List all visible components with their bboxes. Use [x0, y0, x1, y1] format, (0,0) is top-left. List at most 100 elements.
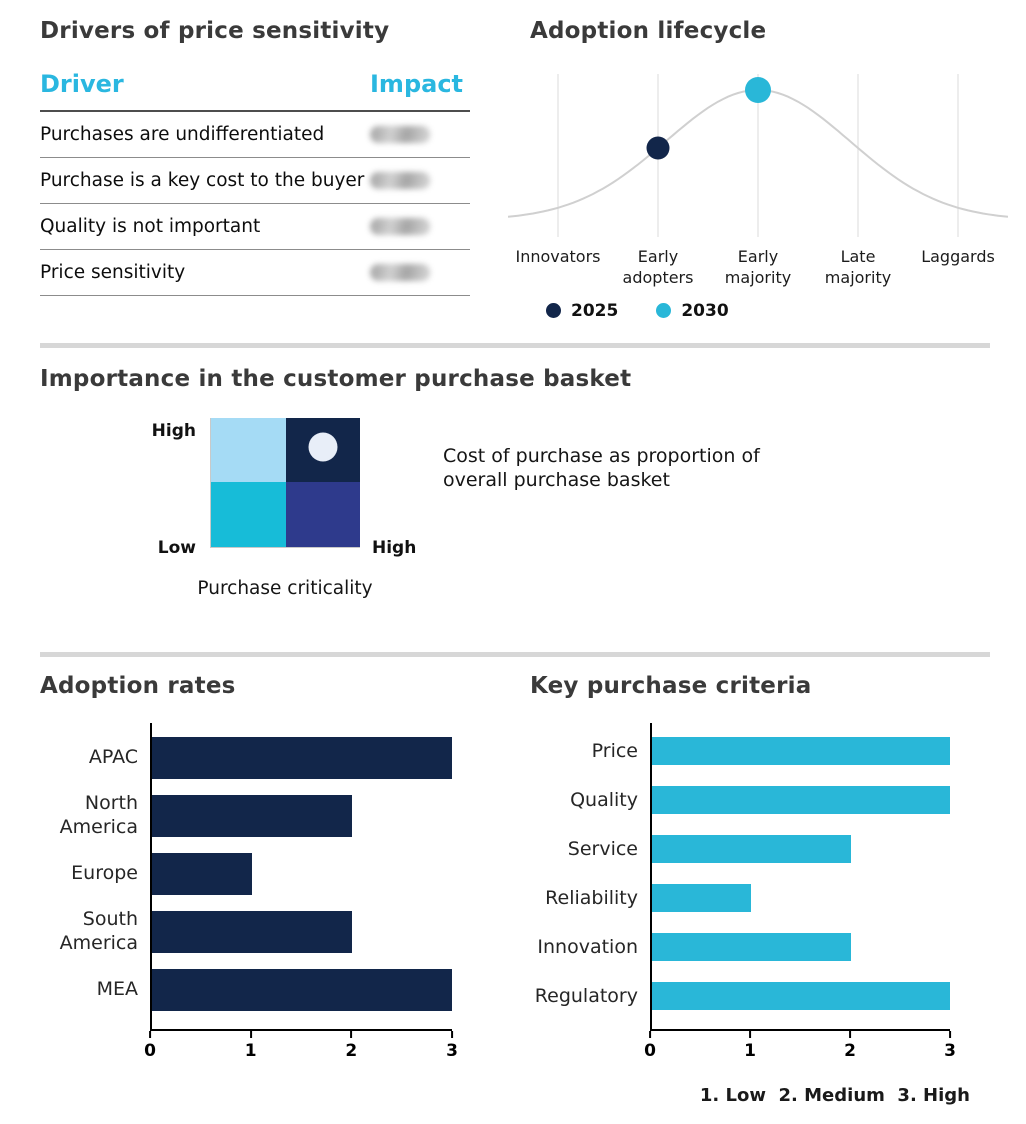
- lifecycle-chart-area: [508, 68, 1008, 243]
- section-divider: [40, 342, 990, 348]
- bar-regulatory: [652, 982, 950, 1011]
- impact-value-redacted: [370, 217, 430, 235]
- x-tick-2: 2: [345, 1031, 357, 1061]
- impact-column-header: Impact: [370, 66, 470, 112]
- driver-name: Quality is not important: [40, 203, 370, 250]
- driver-name: Price sensitivity: [40, 249, 370, 296]
- legend-dot-2030: [656, 303, 672, 319]
- top-section: Drivers of price sensitivity Driver Impa…: [40, 18, 1008, 321]
- lifecycle-title: Adoption lifecycle: [530, 18, 767, 44]
- bar-label-europe: Europe: [71, 862, 138, 884]
- quadrant-r1c1: [285, 482, 360, 547]
- lifecycle-panel: Adoption lifecycle Innovators Early adopt…: [508, 18, 1008, 321]
- bar-innovation: [652, 933, 851, 962]
- bar-row: [652, 972, 950, 1021]
- bar-label-service: Service: [567, 837, 638, 860]
- legend-label-2030: 2030: [681, 300, 729, 321]
- x-axis-title: Purchase criticality: [197, 577, 373, 599]
- lifecycle-category-laggards: Laggards: [921, 247, 995, 266]
- criteria-title: Key purchase criteria: [530, 672, 812, 699]
- legend-item-2025: 2025: [546, 301, 618, 321]
- bar-apac: [152, 736, 452, 779]
- bar-row: [652, 825, 950, 874]
- bar-label-south-america: South America: [59, 908, 138, 954]
- quadrant-r0c0: [211, 417, 286, 483]
- drivers-title: Drivers of price sensitivity: [40, 18, 390, 44]
- x-tick-1: 1: [245, 1031, 257, 1061]
- quadrant-marker-dot: [308, 432, 338, 462]
- bar-plot-area: [150, 722, 452, 1029]
- bar-row: [652, 923, 950, 972]
- bar-row: [652, 776, 950, 825]
- lifecycle-bell-chart: [508, 74, 1008, 237]
- impact-cell: [370, 249, 470, 296]
- legend-item-2030: 2030: [656, 300, 729, 321]
- lifecycle-axis-labels: Innovators Early adopters Early majority La…: [508, 247, 1008, 289]
- adoption-rates-title: Adoption rates: [40, 672, 236, 699]
- quadrant-r0c1: [285, 417, 360, 483]
- x-axis: 0 1 2 3: [644, 1028, 956, 1065]
- bar-row: [652, 874, 950, 923]
- driver-row: Purchases are undifferentiated: [40, 111, 470, 158]
- lifecycle-category-late-majority: Late majority: [824, 247, 892, 287]
- criteria-panel: Key purchase criteria Price Quality Servic…: [530, 673, 990, 1106]
- bar-label-north-america: North America: [59, 792, 138, 838]
- quadrant-matrix: [210, 417, 360, 548]
- bar-price: [652, 737, 950, 766]
- legend-label-2025: 2025: [571, 300, 619, 321]
- bar-label-quality: Quality: [570, 788, 638, 811]
- bottom-section: Adoption rates APAC North America Europe So…: [40, 657, 990, 1106]
- criteria-chart: Price Quality Service Reliability Innovation…: [530, 722, 990, 1065]
- legend-dot-2025: [546, 303, 561, 319]
- impact-cell: [370, 157, 470, 204]
- drivers-table: Driver Impact Purchases are undifferenti…: [40, 66, 470, 296]
- x-tick-2: 2: [844, 1031, 856, 1061]
- x-axis-high-label: High: [372, 537, 417, 558]
- x-axis: 0 1 2 3: [144, 1028, 458, 1065]
- basket-body: High Low High Purchase criticality Cost …: [40, 417, 990, 630]
- bar-plot-area: [650, 722, 950, 1029]
- driver-column-header: Driver: [40, 66, 370, 112]
- bar-south-america: [152, 910, 352, 953]
- driver-name: Purchase is a key cost to the buyer: [40, 157, 370, 204]
- impact-value-redacted: [370, 125, 430, 143]
- purchase-basket-section: Importance in the customer purchase bask…: [40, 348, 990, 630]
- basket-annotation: Cost of purchase as proportion of overal…: [443, 444, 760, 491]
- bar-label-innovation: Innovation: [537, 935, 638, 958]
- bar-row: [152, 787, 452, 845]
- lifecycle-category-innovators: Innovators: [515, 247, 601, 266]
- bar-label-price: Price: [591, 739, 638, 762]
- impact-cell: [370, 111, 470, 158]
- impact-value-redacted: [370, 263, 430, 281]
- lifecycle-marker-2025: [646, 136, 670, 160]
- driver-row: Price sensitivity: [40, 249, 470, 296]
- lifecycle-marker-2030: [745, 77, 771, 103]
- bar-row: [152, 729, 452, 787]
- driver-row: Quality is not important: [40, 203, 470, 250]
- bar-label-reliability: Reliability: [545, 886, 638, 909]
- adoption-rates-chart: APAC North America Europe South America MEA 0…: [40, 722, 470, 1065]
- quadrant-r1c0: [211, 482, 286, 547]
- criteria-footnote: 1. Low 2. Medium 3. High: [699, 1084, 970, 1106]
- bar-quality: [652, 786, 950, 815]
- x-tick-0: 0: [144, 1031, 156, 1061]
- drivers-panel: Drivers of price sensitivity Driver Impa…: [40, 18, 470, 321]
- x-tick-0: 0: [644, 1031, 656, 1061]
- impact-value-redacted: [370, 171, 430, 189]
- y-axis-low-label: Low: [157, 537, 196, 558]
- bar-category-labels: Price Quality Service Reliability Innovation…: [530, 723, 650, 1029]
- drivers-header-row: Driver Impact: [40, 66, 470, 112]
- section-divider: [40, 651, 990, 657]
- bar-row: [152, 961, 452, 1019]
- bar-row: [652, 727, 950, 776]
- driver-row: Purchase is a key cost to the buyer: [40, 157, 470, 204]
- bar-category-labels: APAC North America Europe South America MEA: [40, 723, 150, 1029]
- bar-europe: [152, 852, 252, 895]
- bar-north-america: [152, 794, 352, 837]
- lifecycle-legend: 2025 2030: [530, 301, 990, 321]
- bar-label-mea: MEA: [96, 978, 138, 1000]
- bar-label-regulatory: Regulatory: [534, 984, 638, 1007]
- axis-spacer: [530, 1029, 650, 1065]
- y-axis-high-label: High: [151, 420, 196, 441]
